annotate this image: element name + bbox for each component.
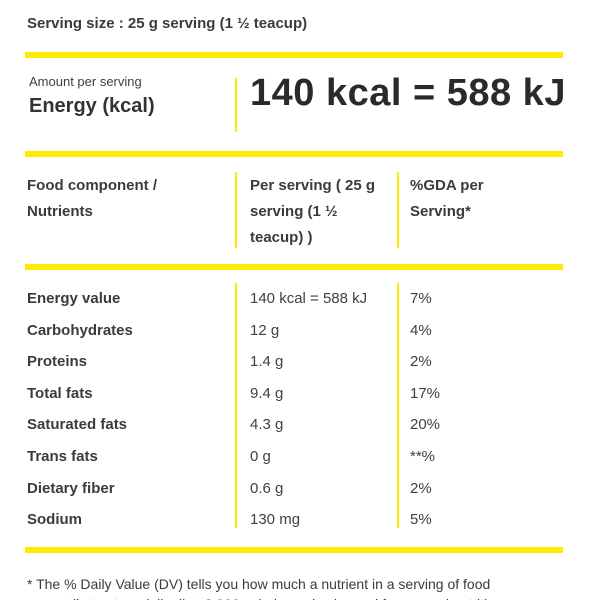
table-row: Total fats 9.4 g 17% [27, 378, 563, 410]
nutrient-name: Trans fats [27, 447, 98, 465]
footnote-line-1: * The % Daily Value (DV) tells you how m… [27, 575, 491, 592]
header-cell-nutrients: Food component / Nutrients [27, 173, 250, 251]
header-nutrients-line-2: Nutrients [27, 203, 93, 220]
nutrient-name: Sodium [27, 511, 82, 529]
table-row: Proteins 1.4 g 2% [27, 346, 563, 378]
divider-bar-top [25, 52, 563, 58]
nutrient-amount: 1.4 g [250, 353, 284, 371]
nutrient-name: Energy value [27, 290, 121, 307]
energy-title: Energy (kcal) [29, 95, 155, 117]
footnote-line-2: contributes to a daily diet. 2,000 calor… [27, 594, 532, 600]
nutrient-name: Total fats [27, 384, 93, 402]
footnote: * The % Daily Value (DV) tells you how m… [27, 574, 532, 600]
nutrient-amount: 4.3 g [250, 416, 284, 434]
header-per-serving-line-3: teacup) ) [250, 229, 313, 246]
energy-summary: Amount per serving Energy (kcal) 140 kca… [25, 58, 566, 151]
divider-bar-bottom [25, 546, 563, 553]
divider-bar-above-body [25, 264, 563, 270]
body-vertical-divider-1 [235, 283, 237, 528]
nutrient-amount: 0 g [250, 447, 271, 465]
nutrient-gda: 4% [410, 321, 432, 339]
divider-bar-above-header [25, 151, 563, 157]
nutrient-amount: 130 mg [250, 511, 301, 529]
table-row: Saturated fats 4.3 g 20% [27, 409, 563, 441]
nutrient-gda: 2% [410, 353, 432, 371]
table-row: Sodium 130 mg 5% [27, 504, 563, 536]
table-row: Trans fats 0 g **% [27, 441, 563, 473]
nutrient-name: Proteins [27, 353, 88, 371]
nutrient-amount: 9.4 g [250, 384, 284, 402]
nutrient-amount: 12 g [250, 321, 280, 339]
nutrient-gda: 20% [410, 416, 441, 434]
nutrient-amount: 140 kcal = 588 kJ [250, 290, 368, 307]
nutrient-name: Carbohydrates [27, 321, 133, 339]
header-vertical-divider-2 [397, 172, 399, 248]
header-per-serving-line-1: Per serving ( 25 g [250, 177, 376, 194]
nutrient-gda: **% [410, 447, 436, 465]
nutrient-name: Dietary fiber [27, 479, 115, 497]
amount-per-serving-caption: Amount per serving [29, 74, 142, 89]
table-body: Energy value 140 kcal = 588 kJ 7% Carboh… [27, 270, 563, 547]
header-gda-line-2: Serving* [410, 203, 471, 220]
nutrient-gda: 17% [410, 384, 441, 402]
table-row: Energy value 140 kcal = 588 kJ 7% [27, 283, 563, 315]
nutrient-gda: 7% [410, 290, 432, 307]
table-row: Dietary fiber 0.6 g 2% [27, 473, 563, 505]
header-nutrients-line-1: Food component / [27, 177, 157, 194]
energy-value: 140 kcal = 588 kJ [250, 72, 566, 114]
energy-vertical-divider [235, 78, 237, 132]
table-header: Food component / Nutrients Per serving (… [27, 157, 563, 264]
header-vertical-divider-1 [235, 172, 237, 248]
table-row: Carbohydrates 12 g 4% [27, 315, 563, 347]
header-cell-gda: %GDA per Serving* [410, 173, 563, 251]
nutrient-name: Saturated fats [27, 416, 128, 434]
nutrient-amount: 0.6 g [250, 479, 284, 497]
serving-size-line: Serving size : 25 g serving (1 ½ teacup) [27, 15, 308, 32]
header-cell-per-serving: Per serving ( 25 g serving (1 ½ teacup) … [250, 173, 410, 251]
body-vertical-divider-2 [397, 283, 399, 528]
header-per-serving-line-2: serving (1 ½ [250, 203, 338, 220]
header-gda-line-1: %GDA per [410, 177, 484, 194]
nutrient-gda: 2% [410, 479, 432, 497]
nutrient-gda: 5% [410, 511, 432, 529]
